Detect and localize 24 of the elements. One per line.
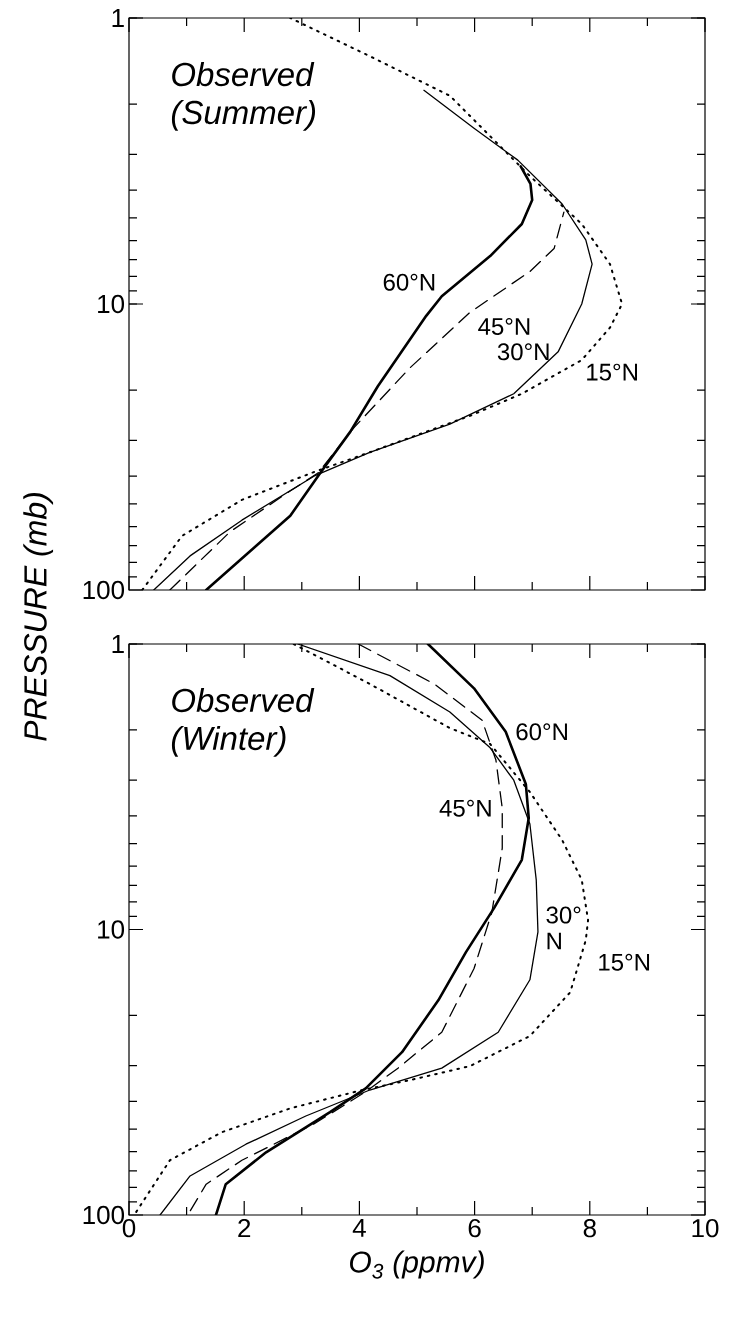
- x-tick-label: 8: [583, 1218, 596, 1238]
- series-label: 30°N: [497, 343, 549, 361]
- series-label: 15°N: [599, 953, 650, 971]
- series-label: 60°N: [516, 723, 567, 741]
- y-tick-label: 10: [98, 294, 125, 314]
- x-tick-label: 6: [468, 1218, 481, 1238]
- y-tick-label: 10: [98, 920, 125, 939]
- series-label: 15°N: [587, 363, 637, 381]
- series-label: 60°N: [383, 273, 435, 291]
- annotation: Observed (Summer): [171, 61, 316, 131]
- x-tick-label: 4: [352, 1218, 366, 1237]
- y-axis-title: PRESSURE (mb): [23, 493, 54, 741]
- x-tick-label: 2: [238, 1218, 251, 1238]
- series-label: 45°N: [478, 318, 530, 335]
- y-tick-label: 1: [112, 635, 124, 653]
- x-axis-title: O$_{3}$ (ppmv): [350, 1250, 484, 1279]
- y-tick-label: 1: [112, 9, 124, 27]
- y-tick-label: 100: [83, 580, 125, 600]
- series-label: 30° N: [546, 906, 581, 950]
- x-tick-label: 10: [692, 1218, 719, 1238]
- y-tick-label: 100: [83, 1205, 125, 1225]
- x-tick-label: 0: [122, 1218, 136, 1238]
- annotation: Observed (Winter): [171, 687, 315, 757]
- series-label: 45°N: [439, 799, 491, 817]
